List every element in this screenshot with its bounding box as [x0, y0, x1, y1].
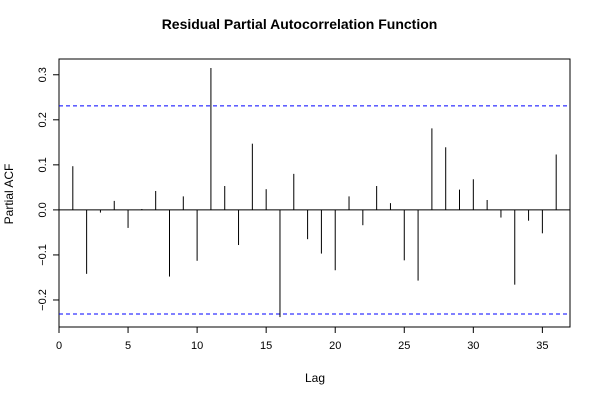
y-tick-label: −0.1 [37, 244, 49, 266]
plot-area: 0 5 10 15 20 25 30 35 −0.2 −0.1 0.0 0.1 0.2 0.3 [37, 58, 571, 352]
x-tick-label: 35 [536, 340, 548, 352]
x-tick-label: 20 [329, 340, 341, 352]
x-tick-label: 30 [467, 340, 479, 352]
y-tick-label: 0.1 [37, 157, 49, 172]
x-tick-label: 10 [191, 340, 203, 352]
y-tick-label: 0.2 [37, 112, 49, 127]
chart-title: Residual Partial Autocorrelation Functio… [162, 16, 438, 32]
y-axis-label: Partial ACF [2, 164, 16, 225]
y-tick-label: 0.0 [37, 202, 49, 217]
x-tick-label: 25 [398, 340, 410, 352]
x-tick-label: 5 [125, 340, 131, 352]
y-tick-label: 0.3 [37, 67, 49, 82]
plot-frame [58, 58, 571, 328]
x-axis-label: Lag [305, 371, 325, 385]
y-tick-label: −0.2 [37, 289, 49, 311]
x-tick-label: 0 [56, 340, 62, 352]
x-tick-label: 15 [260, 340, 272, 352]
